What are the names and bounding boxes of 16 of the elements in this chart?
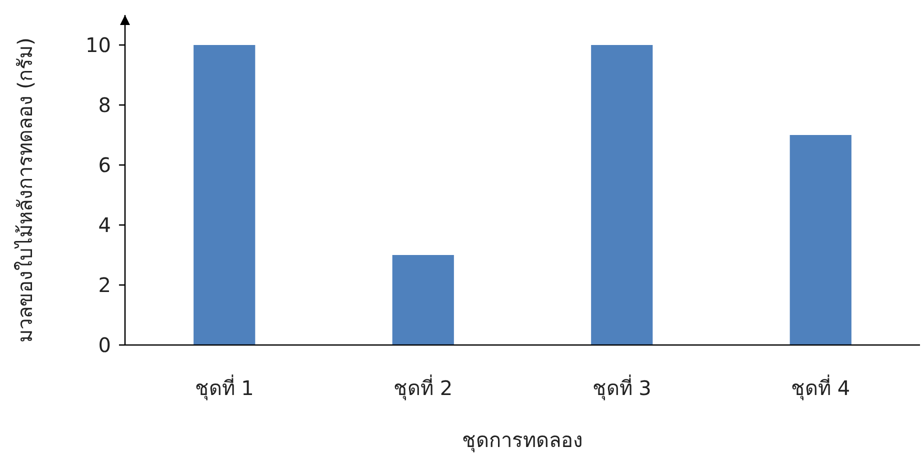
y-tick-label: 8	[98, 93, 111, 117]
y-tick-label: 2	[98, 273, 111, 297]
bar	[392, 255, 454, 345]
x-axis-title: ชุดการทดลอง	[462, 428, 583, 453]
x-tick-label: ชุดที่ 2	[394, 374, 453, 401]
y-tick-label: 4	[98, 213, 111, 237]
x-tick-label: ชุดที่ 3	[592, 374, 652, 401]
x-tick-label: ชุดที่ 1	[194, 374, 254, 401]
bar	[194, 45, 256, 345]
y-axis-title: มวลของใบไม้หลังการทดลอง (กรัม)	[13, 38, 37, 342]
y-tick-label: 10	[86, 33, 111, 57]
bar	[790, 135, 852, 345]
x-tick-label: ชุดที่ 4	[791, 374, 850, 401]
y-tick-label: 0	[98, 333, 111, 357]
y-tick-label: 6	[98, 153, 111, 177]
bar	[591, 45, 653, 345]
